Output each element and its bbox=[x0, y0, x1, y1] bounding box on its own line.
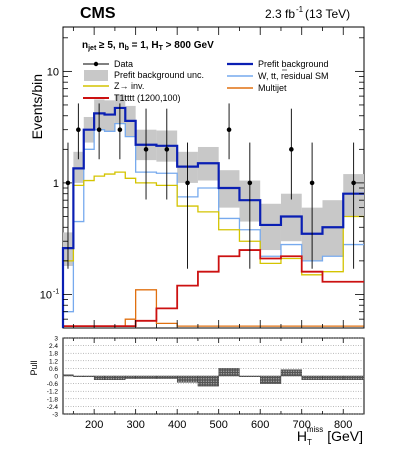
pull-bin bbox=[218, 368, 240, 377]
pull-tick-label: -1.8 bbox=[47, 396, 59, 403]
pull-bin bbox=[135, 375, 157, 379]
pull-tick-label: 1.8 bbox=[49, 351, 58, 358]
pull-bin bbox=[197, 375, 219, 387]
pull-axis-title: Pull bbox=[29, 360, 39, 375]
pull-tick-label: 0.6 bbox=[49, 366, 58, 373]
energy-label: (13 TeV) bbox=[305, 7, 350, 21]
pull-bin bbox=[83, 375, 95, 378]
x-tick-label: 700 bbox=[293, 419, 311, 431]
pull-bin bbox=[176, 375, 199, 383]
x-tick-label: 500 bbox=[210, 419, 228, 431]
data-point bbox=[143, 147, 149, 152]
lumi-label: 2.3 fb bbox=[265, 7, 295, 21]
legend-label-prefit-bkg: Prefit background bbox=[258, 59, 329, 69]
x-tick-label: 300 bbox=[126, 419, 144, 431]
pull-bin bbox=[125, 375, 136, 379]
selection-label: njet ≥ 5, nb = 1, HT > 800 GeV bbox=[82, 40, 214, 52]
pull-bin bbox=[73, 375, 84, 378]
x-axis-title: HTmiss [GeV] bbox=[297, 425, 363, 447]
pull-bin bbox=[104, 375, 116, 380]
legend-label-t1tttt: T1tttt (1200,100) bbox=[114, 93, 181, 103]
cms-label: CMS bbox=[80, 5, 116, 22]
x-tick-label: 400 bbox=[168, 419, 186, 431]
pull-bin bbox=[156, 375, 178, 379]
pull-bin bbox=[343, 375, 365, 380]
pull-bin bbox=[301, 375, 323, 380]
pull-bin bbox=[239, 375, 261, 378]
y-tick-label: 10 bbox=[47, 66, 59, 78]
pull-tick-label: 0 bbox=[54, 374, 58, 381]
data-point bbox=[96, 127, 102, 132]
legend-entry-wtt: W, tt, residual SM bbox=[227, 69, 329, 81]
data-point bbox=[164, 147, 170, 152]
pull-tick-label: -2.4 bbox=[47, 404, 59, 411]
pull-tick-label: 1.2 bbox=[49, 358, 58, 365]
pull-tick-label: 3 bbox=[54, 336, 58, 343]
pull-tick-label: -1.2 bbox=[47, 389, 59, 396]
legend: Data Prefit background unc. Z→ inv. T1tt… bbox=[83, 59, 329, 103]
data-point bbox=[185, 180, 190, 186]
legend-label-data: Data bbox=[114, 59, 133, 69]
t1tttt-histogram bbox=[62, 249, 364, 328]
wtt-histogram bbox=[62, 122, 364, 328]
data-point bbox=[247, 180, 253, 186]
pull-tick-label: -3 bbox=[52, 412, 58, 419]
legend-label-wtt: W, tt, residual SM bbox=[258, 71, 329, 81]
x-tick-label: 200 bbox=[85, 419, 103, 431]
legend-entry-prefit-unc: Prefit background unc. bbox=[84, 70, 204, 81]
data-point bbox=[76, 127, 81, 132]
data-point bbox=[351, 180, 356, 186]
data-point bbox=[289, 147, 294, 152]
legend-entry-prefit-bkg: Prefit background bbox=[227, 59, 329, 69]
data-point bbox=[226, 127, 232, 132]
legend-label-multijet: Multijet bbox=[258, 83, 287, 93]
pull-plot: 200 300 400 500 600 700 80032.41.81.20.60-0.6-… bbox=[47, 336, 365, 431]
pull-bin bbox=[62, 374, 74, 377]
data-point bbox=[117, 127, 123, 132]
x-tick-label: 600 bbox=[251, 419, 269, 431]
legend-label-zinv: Z→ inv. bbox=[114, 81, 144, 91]
uncertainty-band-bin bbox=[260, 203, 281, 251]
pull-bin bbox=[93, 375, 105, 380]
uncertainty-band-bin bbox=[104, 100, 115, 132]
pull-bin bbox=[260, 375, 282, 384]
pull-tick-label: -0.6 bbox=[47, 381, 59, 388]
prefit-background-histogram bbox=[61, 106, 364, 328]
y-axis-title: Events/bin bbox=[29, 74, 45, 139]
pull-tick-label: 2.4 bbox=[49, 343, 58, 350]
legend-label-prefit-unc: Prefit background unc. bbox=[114, 70, 204, 80]
y-tick-label: 10 bbox=[40, 289, 52, 301]
legend-entry-multijet: Multijet bbox=[227, 83, 287, 93]
pull-bin bbox=[280, 369, 302, 377]
y-tick-label: 1 bbox=[53, 178, 59, 190]
data-point bbox=[309, 180, 315, 186]
y-tick-exponent: -1 bbox=[53, 288, 59, 295]
pull-bin bbox=[322, 375, 344, 380]
legend-entry-data: Data bbox=[83, 59, 133, 69]
legend-entry-zinv: Z→ inv. bbox=[83, 81, 144, 91]
lumi-exponent: -1 bbox=[296, 5, 304, 14]
legend-entry-t1tttt: T1tttt (1200,100) bbox=[83, 93, 181, 103]
pull-bin bbox=[114, 375, 126, 380]
multijet-histogram bbox=[62, 289, 364, 328]
x-tick-label: 800 bbox=[334, 419, 352, 431]
